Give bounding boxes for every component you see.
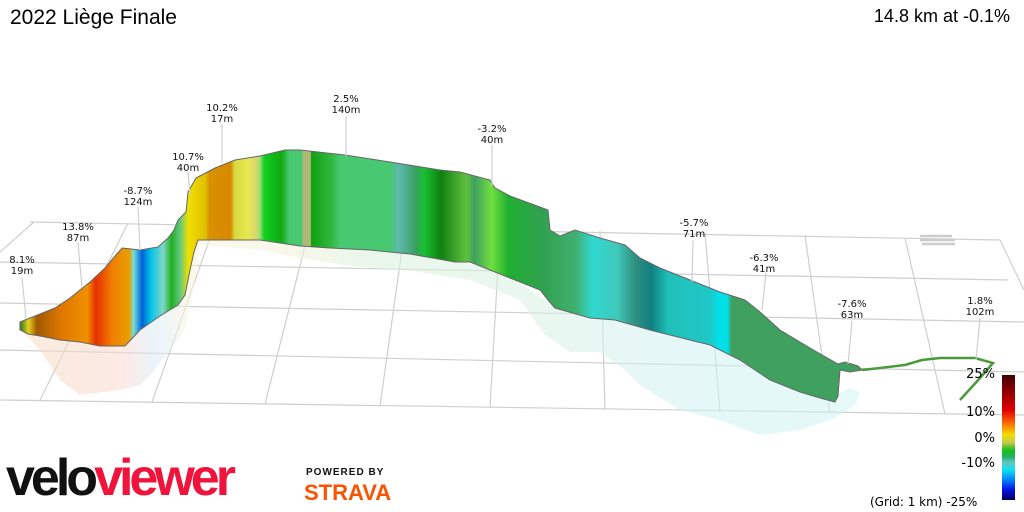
logo-velo: velo — [6, 449, 98, 507]
annotation-gradient: -5.7% — [679, 218, 708, 229]
annotation-gradient: 2.5% — [333, 94, 358, 105]
annotation-length: 63m — [841, 310, 863, 321]
strava-logo: STRAVA — [304, 480, 392, 505]
annotation-gradient: 13.8% — [62, 222, 94, 233]
gradient-colorbar — [1002, 375, 1015, 500]
annotation-gradient: -7.6% — [837, 299, 866, 310]
annotation-length: 140m — [332, 105, 361, 116]
annotation-gradient: -3.2% — [477, 124, 506, 135]
annotation-length: 19m — [11, 266, 33, 277]
route-summary: 14.8 km at -0.1% — [873, 6, 1010, 26]
annotation-length: 40m — [177, 163, 199, 174]
legend-tick-10: 10% — [966, 405, 995, 420]
legend-tick-0: 0% — [974, 431, 995, 446]
annotation-gradient: 1.8% — [967, 296, 992, 307]
annotation-length: 71m — [683, 229, 705, 240]
annotation-length: 40m — [481, 135, 503, 146]
annotation-gradient: -6.3% — [749, 253, 778, 264]
legend-tick-25: 25% — [966, 367, 995, 382]
legend-tick-minus10: -10% — [961, 456, 995, 471]
logo-viewer: viewer — [94, 449, 236, 507]
annotation-leaders — [21, 116, 981, 365]
grid-scale-note: (Grid: 1 km) -25% — [870, 495, 978, 509]
annotation-labels: 8.1% 19m 13.8% 87m -8.7% 124m 10.7% 40m … — [9, 94, 994, 321]
annotation-length: 102m — [966, 307, 995, 318]
annotation-gradient: -8.7% — [123, 186, 152, 197]
annotation-gradient: 10.2% — [206, 103, 238, 114]
annotation-length: 41m — [753, 264, 775, 275]
powered-by-label: POWERED BY — [306, 467, 385, 478]
page-title: 2022 Liège Finale — [10, 6, 177, 29]
annotation-gradient: 8.1% — [9, 255, 34, 266]
annotation-gradient: 10.7% — [172, 152, 204, 163]
profile-shadow — [22, 232, 860, 435]
profile-tail — [861, 356, 996, 401]
veloviewer-logo: veloviewer — [6, 449, 236, 507]
direction-arrow-icon — [920, 234, 955, 246]
annotation-length: 124m — [124, 197, 153, 208]
annotation-length: 17m — [211, 114, 233, 125]
annotation-length: 87m — [67, 233, 89, 244]
